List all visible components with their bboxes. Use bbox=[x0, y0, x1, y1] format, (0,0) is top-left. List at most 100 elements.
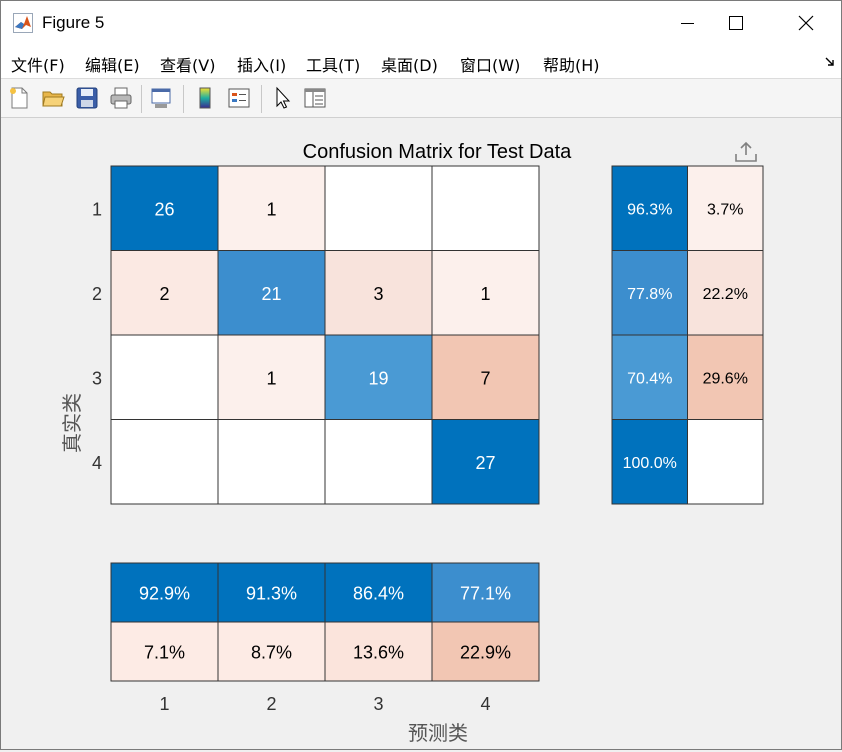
save-icon[interactable] bbox=[75, 86, 99, 110]
close-button[interactable] bbox=[783, 7, 829, 39]
matrix-grid: 26 12 21 3 11 19 727 bbox=[110, 165, 540, 505]
column-summary-incorrect-cell bbox=[217, 621, 326, 682]
row-summary-incorrect-cell bbox=[687, 165, 764, 251]
axes-export-button[interactable] bbox=[735, 141, 757, 162]
row-summary-grid: 96.3% 3.7% 77.8% 22.2% 70.4% 29.6% 100.0% bbox=[611, 165, 764, 505]
matrix-cell bbox=[431, 334, 540, 420]
matrix-cell bbox=[431, 165, 540, 251]
row-summary-value: 96.3% bbox=[627, 201, 672, 218]
row-summary-incorrect-cell bbox=[687, 250, 764, 336]
menu-desktop[interactable]: 桌面(D) bbox=[381, 56, 438, 75]
x-axis-label: 预测类 bbox=[408, 722, 468, 745]
maximize-icon bbox=[729, 16, 743, 30]
column-summary-incorrect-cell bbox=[431, 621, 540, 682]
column-summary-value: 77.1% bbox=[460, 584, 511, 604]
column-summary-correct-cell bbox=[324, 562, 433, 623]
legend-icon[interactable] bbox=[227, 86, 251, 110]
row-summary-correct-cell bbox=[611, 334, 688, 420]
dock-arrow-icon[interactable] bbox=[825, 57, 835, 67]
column-summary-correct-cell bbox=[110, 562, 219, 623]
row-summary-value: 3.7% bbox=[707, 201, 743, 218]
confusion-matrix-chart: Confusion Matrix for Test Data 26 12 21 3 11… bbox=[61, 141, 764, 745]
column-summary-value: 22.9% bbox=[460, 643, 511, 663]
pointer-icon[interactable] bbox=[271, 86, 295, 110]
y-tick-label: 2 bbox=[92, 284, 102, 304]
figure-toolbar bbox=[1, 79, 841, 118]
matrix-cell-value: 21 bbox=[261, 284, 281, 304]
matrix-cell-value: 3 bbox=[373, 284, 383, 304]
new-figure-icon[interactable] bbox=[7, 86, 31, 110]
window-title: Figure 5 bbox=[42, 13, 105, 32]
column-summary-value: 92.9% bbox=[139, 584, 190, 604]
column-summary-value: 13.6% bbox=[353, 643, 404, 663]
matlab-logo-icon bbox=[13, 13, 33, 33]
row-summary-correct-cell bbox=[611, 165, 688, 251]
column-summary-grid: 92.9% 7.1% 91.3% 8.7% 86.4% 13.6% 77.1% 22.9% bbox=[110, 562, 540, 682]
matrix-cell bbox=[110, 250, 219, 336]
row-summary-correct-cell bbox=[611, 419, 688, 505]
row-summary-value: 100.0% bbox=[623, 455, 677, 472]
menu-help[interactable]: 帮助(H) bbox=[543, 56, 600, 75]
matrix-cell bbox=[324, 334, 433, 420]
print-icon[interactable] bbox=[109, 86, 133, 110]
row-summary-correct-cell bbox=[611, 250, 688, 336]
matrix-cell bbox=[324, 165, 433, 251]
matrix-cell bbox=[110, 334, 219, 420]
matrix-cell-value: 2 bbox=[159, 284, 169, 304]
row-summary-value: 22.2% bbox=[703, 286, 748, 303]
column-summary-correct-cell bbox=[431, 562, 540, 623]
menu-tools[interactable]: 工具(T) bbox=[306, 56, 361, 75]
x-tick-label: 2 bbox=[266, 694, 276, 714]
y-axis-label: 真实类 bbox=[61, 393, 84, 453]
y-tick-label: 1 bbox=[92, 199, 102, 219]
matrix-cell-value: 26 bbox=[154, 199, 174, 219]
toolbar-separator bbox=[261, 85, 262, 113]
row-summary-incorrect-cell bbox=[687, 419, 764, 505]
matrix-cell-value: 7 bbox=[480, 368, 490, 388]
maximize-button[interactable] bbox=[713, 7, 759, 39]
property-inspector-icon[interactable] bbox=[303, 86, 327, 110]
x-tick-label: 4 bbox=[480, 694, 490, 714]
matrix-cell bbox=[324, 419, 433, 505]
figure-canvas: Confusion Matrix for Test Data 26 1 2 21 3 1 1… bbox=[2, 118, 840, 748]
export-icon bbox=[735, 141, 757, 162]
menu-window[interactable]: 窗口(W) bbox=[460, 56, 521, 75]
column-summary-incorrect-cell bbox=[110, 621, 219, 682]
link-plot-icon[interactable] bbox=[149, 86, 173, 110]
chart-title: Confusion Matrix for Test Data bbox=[303, 141, 573, 163]
matrix-cell bbox=[217, 250, 326, 336]
column-summary-incorrect-cell bbox=[324, 621, 433, 682]
matrix-cell-value: 27 bbox=[475, 453, 495, 473]
colorbar-icon[interactable] bbox=[193, 86, 217, 110]
menu-view[interactable]: 查看(V) bbox=[160, 56, 216, 75]
row-summary-value: 77.8% bbox=[627, 286, 672, 303]
matrix-cell bbox=[324, 250, 433, 336]
matrix-cell-value: 1 bbox=[480, 284, 490, 304]
column-summary-value: 86.4% bbox=[353, 584, 404, 604]
menu-insert[interactable]: 插入(I) bbox=[237, 56, 287, 75]
menu-bar: 文件(F) 编辑(E) 查看(V) 插入(I) 工具(T) 桌面(D) 窗口(W… bbox=[1, 45, 841, 79]
menu-edit[interactable]: 编辑(E) bbox=[85, 56, 140, 75]
column-summary-value: 8.7% bbox=[251, 643, 292, 663]
minimize-button[interactable] bbox=[665, 7, 711, 39]
column-summary-value: 7.1% bbox=[144, 643, 185, 663]
open-folder-icon[interactable] bbox=[41, 86, 65, 110]
y-tick-label: 4 bbox=[92, 453, 102, 473]
matrix-cell bbox=[217, 419, 326, 505]
close-icon bbox=[798, 15, 814, 31]
minimize-icon bbox=[681, 23, 694, 24]
tick-labels: 1 2 3 4 1 2 3 4 bbox=[92, 199, 491, 714]
menu-file[interactable]: 文件(F) bbox=[11, 56, 65, 75]
row-summary-value: 70.4% bbox=[627, 370, 672, 387]
row-summary-value: 29.6% bbox=[703, 370, 748, 387]
y-tick-label: 3 bbox=[92, 368, 102, 388]
toolbar-separator bbox=[141, 85, 142, 113]
x-tick-label: 3 bbox=[373, 694, 383, 714]
matrix-cell-value: 1 bbox=[266, 368, 276, 388]
column-summary-correct-cell bbox=[217, 562, 326, 623]
matrix-cell bbox=[110, 419, 219, 505]
title-bar: Figure 5 bbox=[1, 1, 841, 45]
column-summary-value: 91.3% bbox=[246, 584, 297, 604]
matrix-cell-value: 19 bbox=[368, 368, 388, 388]
